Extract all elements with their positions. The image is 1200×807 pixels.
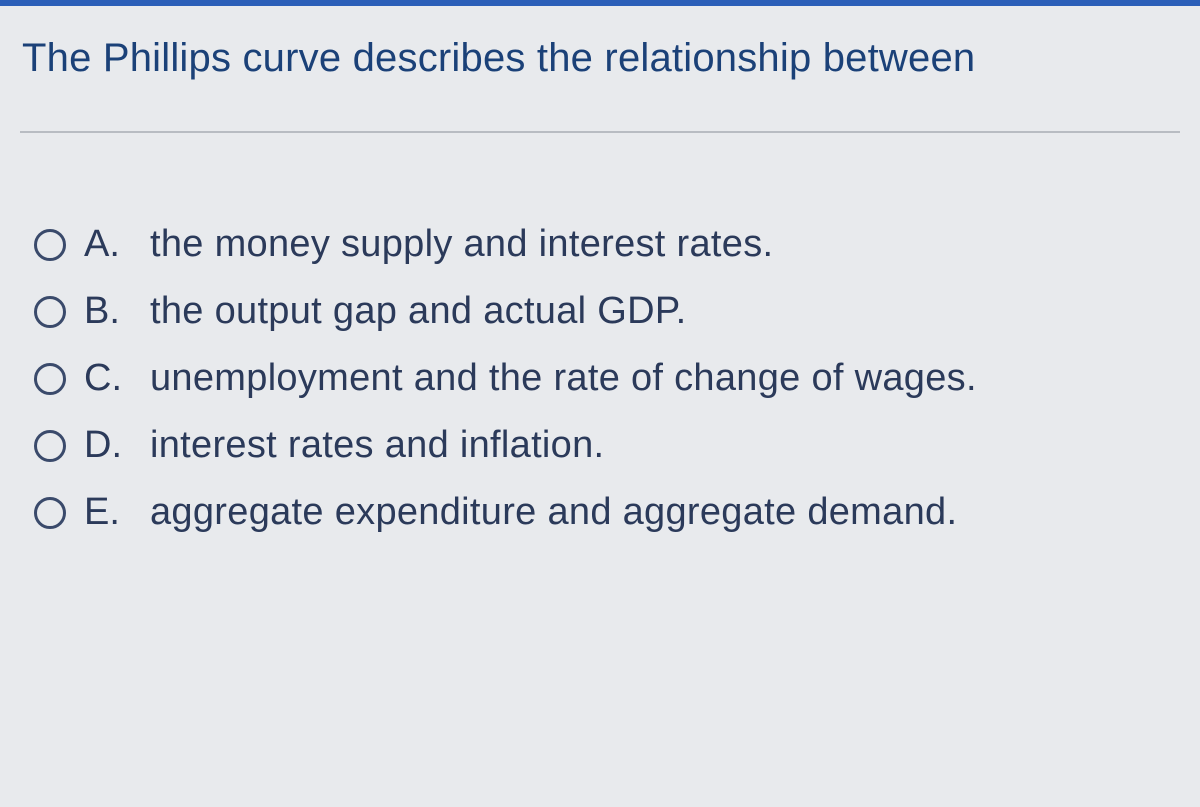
option-text-a: the money supply and interest rates.	[150, 223, 773, 266]
quiz-container: The Phillips curve describes the relatio…	[0, 0, 1200, 807]
option-text-d: interest rates and inflation.	[150, 424, 604, 467]
option-letter-c: C.	[84, 357, 128, 400]
option-letter-b: B.	[84, 290, 128, 333]
radio-icon[interactable]	[34, 363, 66, 395]
radio-icon[interactable]	[34, 430, 66, 462]
option-c[interactable]: C. unemployment and the rate of change o…	[34, 357, 1180, 400]
option-letter-a: A.	[84, 223, 128, 266]
option-letter-d: D.	[84, 424, 128, 467]
question-prompt: The Phillips curve describes the relatio…	[20, 36, 1180, 81]
option-b[interactable]: B. the output gap and actual GDP.	[34, 290, 1180, 333]
option-e[interactable]: E. aggregate expenditure and aggregate d…	[34, 491, 1180, 534]
option-text-e: aggregate expenditure and aggregate dema…	[150, 491, 957, 534]
radio-icon[interactable]	[34, 296, 66, 328]
option-text-c: unemployment and the rate of change of w…	[150, 357, 977, 400]
divider-line	[20, 131, 1180, 133]
radio-icon[interactable]	[34, 497, 66, 529]
option-text-b: the output gap and actual GDP.	[150, 290, 686, 333]
option-letter-e: E.	[84, 491, 128, 534]
option-d[interactable]: D. interest rates and inflation.	[34, 424, 1180, 467]
option-a[interactable]: A. the money supply and interest rates.	[34, 223, 1180, 266]
radio-icon[interactable]	[34, 229, 66, 261]
options-list: A. the money supply and interest rates. …	[20, 223, 1180, 534]
